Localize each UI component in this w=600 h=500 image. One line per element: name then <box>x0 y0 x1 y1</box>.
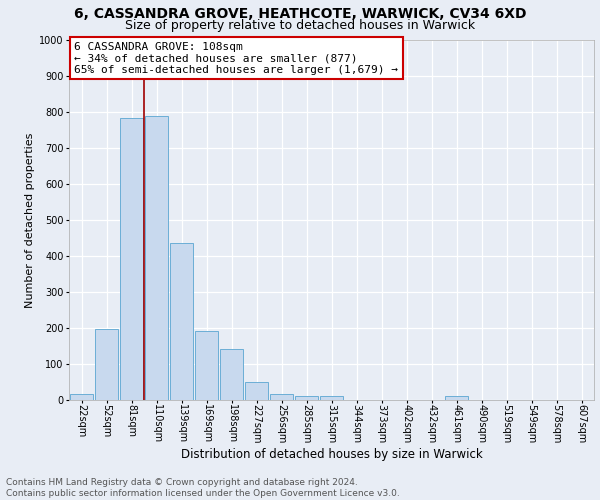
Bar <box>320 396 343 400</box>
Bar <box>170 244 193 400</box>
Text: Contains HM Land Registry data © Crown copyright and database right 2024.
Contai: Contains HM Land Registry data © Crown c… <box>6 478 400 498</box>
Text: 6 CASSANDRA GROVE: 108sqm
← 34% of detached houses are smaller (877)
65% of semi: 6 CASSANDRA GROVE: 108sqm ← 34% of detac… <box>74 42 398 75</box>
Text: 6, CASSANDRA GROVE, HEATHCOTE, WARWICK, CV34 6XD: 6, CASSANDRA GROVE, HEATHCOTE, WARWICK, … <box>74 8 526 22</box>
X-axis label: Distribution of detached houses by size in Warwick: Distribution of detached houses by size … <box>181 448 482 461</box>
Bar <box>95 329 118 400</box>
Bar <box>295 396 319 400</box>
Bar <box>145 116 169 400</box>
Bar <box>220 348 244 400</box>
Bar <box>194 331 218 400</box>
Y-axis label: Number of detached properties: Number of detached properties <box>25 132 35 308</box>
Bar <box>70 394 94 400</box>
Bar <box>269 394 293 400</box>
Text: Size of property relative to detached houses in Warwick: Size of property relative to detached ho… <box>125 19 475 32</box>
Bar <box>119 118 143 400</box>
Bar <box>245 382 268 400</box>
Bar <box>445 396 469 400</box>
